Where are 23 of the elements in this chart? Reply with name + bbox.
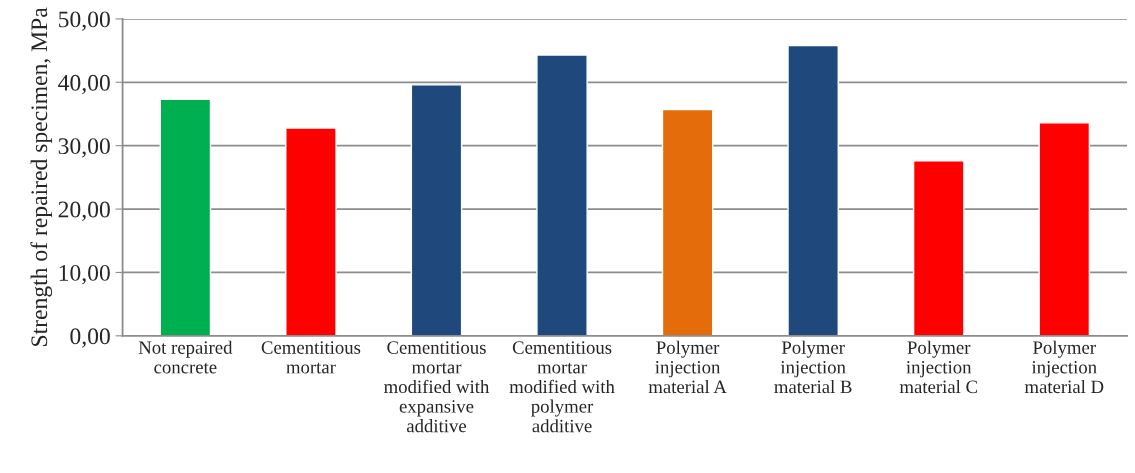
bar [536, 54, 588, 336]
x-tick-label: Polymer injection material D [1024, 340, 1104, 394]
bar [661, 108, 714, 336]
y-tick-label: 50,00 [59, 11, 110, 31]
y-tick-label: 20,00 [58, 201, 110, 221]
x-tick-label: Polymer injection material A [648, 340, 727, 394]
y-axis-title: Strength of repaired specimen, MPa [30, 7, 53, 346]
bar [159, 98, 212, 336]
x-tick-label: Cementitious mortar modified with expansive additive [384, 341, 490, 433]
bar [410, 84, 463, 336]
y-tick-label: 10,00 [59, 264, 110, 285]
x-tick-label: Cementitious mortar [261, 341, 361, 374]
y-tick-label: 40,00 [58, 74, 110, 95]
y-tick-label: 0,00 [70, 328, 110, 348]
x-tick-label: Polymer injection material B [774, 340, 852, 394]
bar [1038, 122, 1091, 336]
bar [787, 44, 839, 336]
bar [912, 160, 965, 336]
bar [285, 127, 337, 336]
x-tick-label: Polymer injection material C [899, 340, 977, 394]
y-tick-label: 30,00 [58, 138, 110, 158]
x-tick-label: Not repaired concrete [138, 340, 233, 374]
x-tick-label: Cementitious mortar modified with polymer additive [509, 341, 615, 433]
